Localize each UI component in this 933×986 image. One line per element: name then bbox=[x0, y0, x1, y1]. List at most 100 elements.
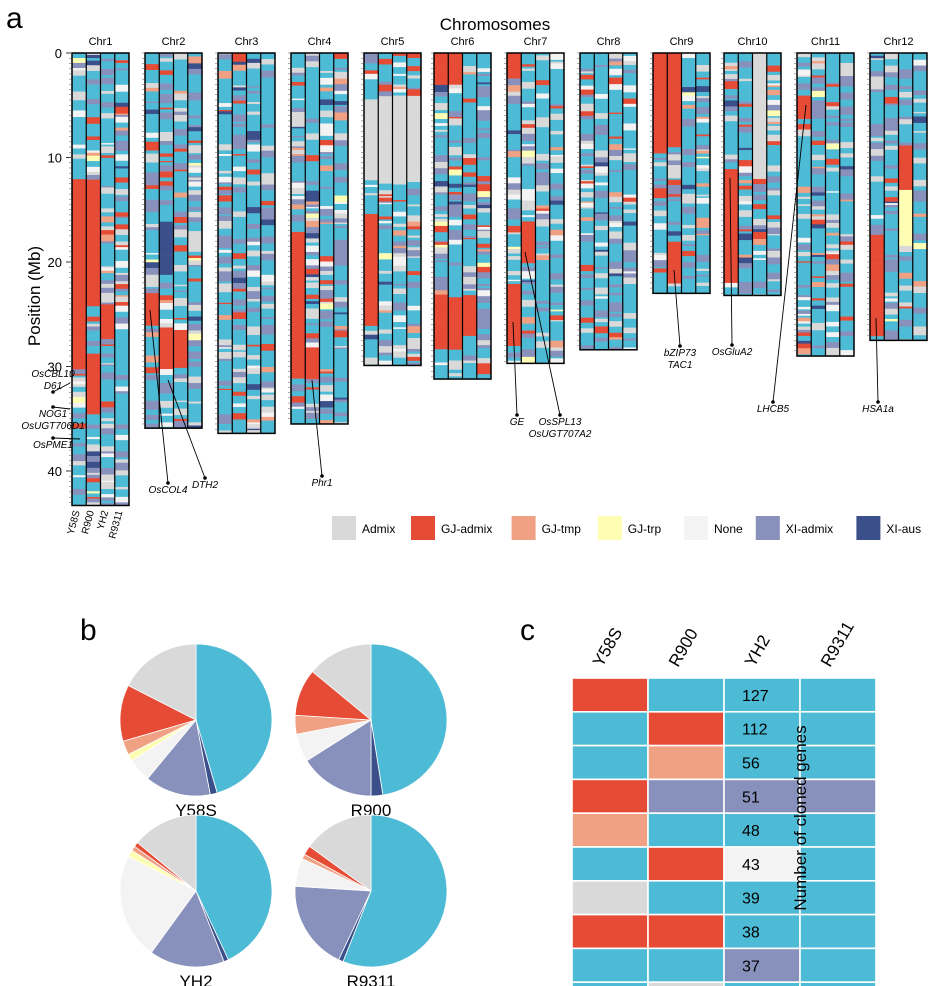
segment bbox=[695, 77, 710, 80]
segment bbox=[86, 123, 101, 129]
segment bbox=[145, 83, 160, 89]
segment bbox=[448, 183, 463, 189]
segment bbox=[173, 59, 188, 65]
segment bbox=[100, 421, 115, 425]
segment bbox=[653, 268, 668, 271]
segment bbox=[448, 279, 463, 286]
segment bbox=[291, 136, 306, 138]
segment bbox=[507, 199, 522, 207]
segment bbox=[364, 280, 379, 283]
segment bbox=[86, 502, 101, 506]
segment bbox=[476, 204, 491, 209]
segment bbox=[870, 136, 885, 139]
segment bbox=[406, 100, 421, 108]
segment bbox=[462, 166, 477, 173]
segment bbox=[476, 82, 491, 85]
segment bbox=[232, 126, 247, 129]
segment bbox=[392, 193, 407, 196]
segment bbox=[695, 102, 710, 108]
chromosome-label: Chr11 bbox=[811, 36, 840, 48]
segment bbox=[549, 267, 564, 274]
segment bbox=[608, 149, 623, 157]
segment bbox=[378, 305, 393, 311]
segment bbox=[378, 103, 393, 110]
table-row: 56 bbox=[571, 744, 877, 781]
segment bbox=[86, 95, 101, 100]
segment bbox=[187, 298, 202, 303]
segment bbox=[392, 206, 407, 210]
segment bbox=[434, 91, 449, 97]
segment bbox=[232, 231, 247, 236]
segment bbox=[100, 258, 115, 261]
annotation-arrow bbox=[167, 379, 206, 479]
segment bbox=[752, 146, 767, 152]
segment bbox=[839, 53, 854, 58]
segment bbox=[392, 235, 407, 240]
segment bbox=[738, 144, 753, 149]
segment bbox=[378, 159, 393, 167]
segment bbox=[232, 305, 247, 310]
segment bbox=[114, 415, 129, 419]
segment bbox=[291, 421, 306, 424]
segment bbox=[159, 65, 174, 71]
segment bbox=[738, 67, 753, 71]
segment bbox=[378, 165, 393, 173]
segment bbox=[653, 116, 668, 120]
segment bbox=[218, 114, 233, 121]
segment bbox=[218, 228, 233, 236]
segment bbox=[159, 241, 174, 244]
segment bbox=[173, 237, 188, 242]
segment bbox=[434, 53, 449, 56]
segment bbox=[898, 272, 913, 279]
segment bbox=[912, 331, 927, 336]
segment bbox=[434, 240, 449, 243]
segment bbox=[392, 328, 407, 337]
segment bbox=[870, 55, 885, 59]
segment bbox=[448, 111, 463, 118]
segment bbox=[218, 319, 233, 327]
segment bbox=[333, 377, 348, 382]
segment bbox=[521, 349, 536, 356]
segment bbox=[86, 128, 101, 136]
segment bbox=[811, 150, 826, 156]
segment bbox=[825, 279, 840, 284]
segment bbox=[608, 136, 623, 140]
segment bbox=[580, 149, 595, 154]
segment bbox=[839, 177, 854, 180]
segment bbox=[521, 120, 536, 125]
segment bbox=[145, 155, 160, 163]
segment bbox=[173, 197, 188, 201]
segment bbox=[291, 406, 306, 410]
segment bbox=[521, 253, 536, 255]
segment bbox=[114, 173, 129, 178]
segment bbox=[912, 295, 927, 302]
segment bbox=[884, 265, 899, 273]
segment bbox=[766, 227, 781, 235]
segment bbox=[580, 233, 595, 236]
segment bbox=[114, 490, 129, 493]
segment bbox=[825, 326, 840, 333]
pie-yh2: YH2 bbox=[119, 814, 273, 986]
segment bbox=[434, 174, 449, 182]
segment bbox=[260, 64, 275, 71]
segment bbox=[159, 162, 174, 166]
segment bbox=[535, 273, 550, 278]
segment bbox=[319, 186, 334, 190]
y-tick-label: 0 bbox=[55, 46, 62, 61]
segment bbox=[608, 165, 623, 171]
segment bbox=[549, 130, 564, 135]
segment bbox=[159, 228, 174, 233]
segment bbox=[681, 240, 696, 245]
segment bbox=[364, 116, 379, 123]
segment bbox=[100, 95, 115, 103]
segment bbox=[246, 114, 261, 121]
segment bbox=[580, 345, 595, 350]
segment bbox=[392, 123, 407, 127]
segment bbox=[507, 317, 522, 325]
segment bbox=[797, 196, 812, 200]
segment bbox=[912, 139, 927, 144]
segment bbox=[159, 181, 174, 186]
segment bbox=[797, 226, 812, 232]
segment bbox=[232, 64, 247, 72]
segment bbox=[912, 90, 927, 94]
